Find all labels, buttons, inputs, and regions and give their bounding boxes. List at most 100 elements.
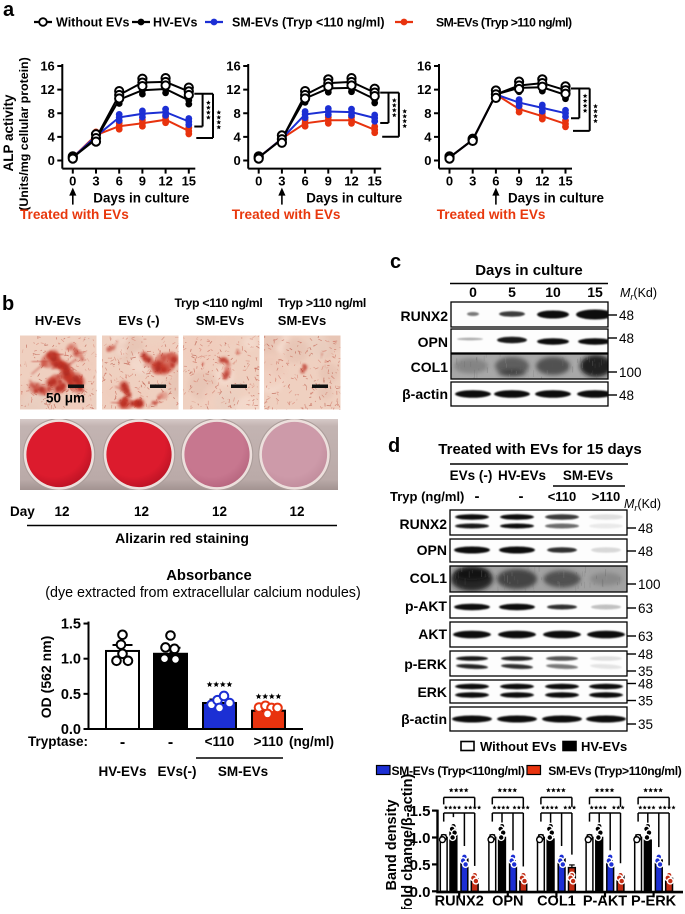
svg-text:0: 0 [69, 174, 76, 189]
svg-text:6: 6 [301, 174, 308, 189]
svg-text:>110: >110 [592, 489, 621, 504]
svg-text:Without EVs: Without EVs [56, 16, 130, 30]
svg-text:ERK: ERK [417, 684, 447, 700]
svg-text:12: 12 [289, 504, 304, 519]
svg-text:3: 3 [92, 174, 99, 189]
svg-text:SM-EVs: SM-EVs [218, 764, 268, 779]
svg-text:(Units/mg cellular protein): (Units/mg cellular protein) [17, 57, 31, 211]
svg-text:16: 16 [40, 59, 54, 74]
svg-text:AKT: AKT [418, 626, 447, 642]
svg-text:OPN: OPN [417, 542, 447, 558]
svg-text:Days in culture: Days in culture [306, 191, 402, 206]
svg-text:15: 15 [587, 284, 603, 300]
svg-text:-: - [519, 488, 524, 505]
svg-text:-: - [168, 734, 173, 751]
svg-text:Alizarin red staining: Alizarin red staining [115, 530, 249, 546]
svg-text:(dye extracted from extracellu: (dye extracted from extracellular calciu… [45, 585, 360, 601]
svg-text:10: 10 [545, 284, 561, 300]
svg-text:OD (562 nm): OD (562 nm) [38, 636, 54, 718]
svg-text:(fold change/β-actin): (fold change/β-actin) [400, 774, 416, 909]
svg-text:>110: >110 [254, 734, 284, 749]
svg-text:48: 48 [638, 647, 653, 662]
svg-text:50 μm: 50 μm [46, 391, 85, 406]
svg-text:SM-EVs: SM-EVs [563, 468, 613, 483]
svg-text:1.0: 1.0 [61, 652, 81, 668]
svg-text:48: 48 [619, 331, 634, 346]
svg-text:63: 63 [638, 601, 653, 616]
svg-text:<110: <110 [205, 734, 235, 749]
svg-text:15: 15 [182, 174, 196, 189]
svg-text:8: 8 [233, 106, 240, 121]
svg-text:Mr(Kd): Mr(Kd) [620, 286, 657, 302]
svg-text:15: 15 [558, 174, 572, 189]
svg-text:0: 0 [446, 174, 453, 189]
svg-text:HV-EVs: HV-EVs [98, 764, 146, 779]
svg-text:OPN: OPN [418, 334, 448, 350]
svg-text:Tryp >110 ng/ml: Tryp >110 ng/ml [278, 296, 366, 310]
svg-text:0.5: 0.5 [61, 687, 81, 703]
svg-text:5: 5 [508, 284, 516, 300]
svg-text:3: 3 [278, 174, 285, 189]
svg-text:(ng/ml): (ng/ml) [289, 734, 334, 749]
svg-text:SM-EVs: SM-EVs [196, 313, 244, 328]
svg-text:0: 0 [255, 174, 262, 189]
svg-text:β-actin: β-actin [401, 711, 447, 727]
svg-text:48: 48 [638, 677, 653, 692]
svg-text:1.5: 1.5 [61, 617, 81, 633]
svg-text:Treated with EVs for 15 days: Treated with EVs for 15 days [438, 441, 641, 458]
svg-text:Band density: Band density [384, 799, 400, 890]
svg-text:Day: Day [10, 504, 35, 519]
svg-text:35: 35 [638, 694, 653, 709]
svg-text:4: 4 [233, 129, 241, 144]
svg-text:COL1: COL1 [410, 570, 448, 586]
svg-text:Tryp (ng/ml): Tryp (ng/ml) [390, 489, 464, 504]
svg-text:-: - [475, 488, 480, 505]
svg-text:Treated with EVs: Treated with EVs [437, 207, 546, 222]
svg-text:SM-EVs (Tryp >110 ng/ml): SM-EVs (Tryp >110 ng/ml) [436, 16, 572, 30]
svg-text:0: 0 [48, 153, 55, 168]
svg-text:4: 4 [424, 129, 432, 144]
svg-text:0: 0 [469, 284, 477, 300]
svg-text:a: a [3, 0, 15, 21]
svg-text:Tryp <110 ng/ml: Tryp <110 ng/ml [174, 296, 262, 310]
svg-text:12: 12 [54, 504, 69, 519]
svg-text:12: 12 [158, 174, 172, 189]
svg-text:Days in culture: Days in culture [508, 191, 604, 206]
svg-text:HV-EVs: HV-EVs [153, 16, 198, 30]
svg-text:12: 12 [344, 174, 358, 189]
svg-text:48: 48 [638, 544, 653, 559]
svg-text:c: c [390, 251, 401, 273]
svg-text:<110: <110 [548, 489, 577, 504]
svg-text:35: 35 [638, 717, 653, 732]
svg-text:HV-EVs: HV-EVs [498, 468, 546, 483]
svg-text:9: 9 [515, 174, 522, 189]
svg-text:EVs(-): EVs(-) [157, 764, 196, 779]
svg-text:β-actin: β-actin [402, 386, 448, 402]
svg-text:SM-EVs: SM-EVs [278, 313, 326, 328]
svg-text:b: b [2, 293, 14, 315]
svg-text:Treated with EVs: Treated with EVs [232, 207, 341, 222]
svg-text:3: 3 [469, 174, 476, 189]
svg-text:HV-EVs: HV-EVs [35, 313, 81, 328]
svg-text:15: 15 [367, 174, 381, 189]
svg-text:HV-EVs: HV-EVs [581, 739, 627, 754]
svg-text:12: 12 [417, 82, 431, 97]
svg-text:0: 0 [424, 153, 431, 168]
svg-text:Treated with EVs: Treated with EVs [20, 207, 129, 222]
svg-text:12: 12 [134, 504, 149, 519]
svg-text:63: 63 [638, 629, 653, 644]
svg-text:0: 0 [233, 153, 240, 168]
svg-text:RUNX2: RUNX2 [401, 308, 449, 324]
svg-text:16: 16 [417, 59, 431, 74]
svg-text:9: 9 [139, 174, 146, 189]
svg-text:Mr(Kd): Mr(Kd) [624, 497, 661, 513]
svg-text:48: 48 [638, 521, 653, 536]
svg-text:6: 6 [116, 174, 123, 189]
svg-text:-: - [120, 734, 125, 751]
svg-text:Days in culture: Days in culture [93, 191, 189, 206]
svg-text:SM-EVs (Tryp <110 ng/ml): SM-EVs (Tryp <110 ng/ml) [232, 16, 384, 30]
svg-text:Tryptase:: Tryptase: [28, 734, 88, 749]
svg-text:COL1: COL1 [411, 359, 449, 375]
svg-text:EVs (-): EVs (-) [118, 313, 159, 328]
svg-text:EVs (-): EVs (-) [450, 468, 493, 483]
